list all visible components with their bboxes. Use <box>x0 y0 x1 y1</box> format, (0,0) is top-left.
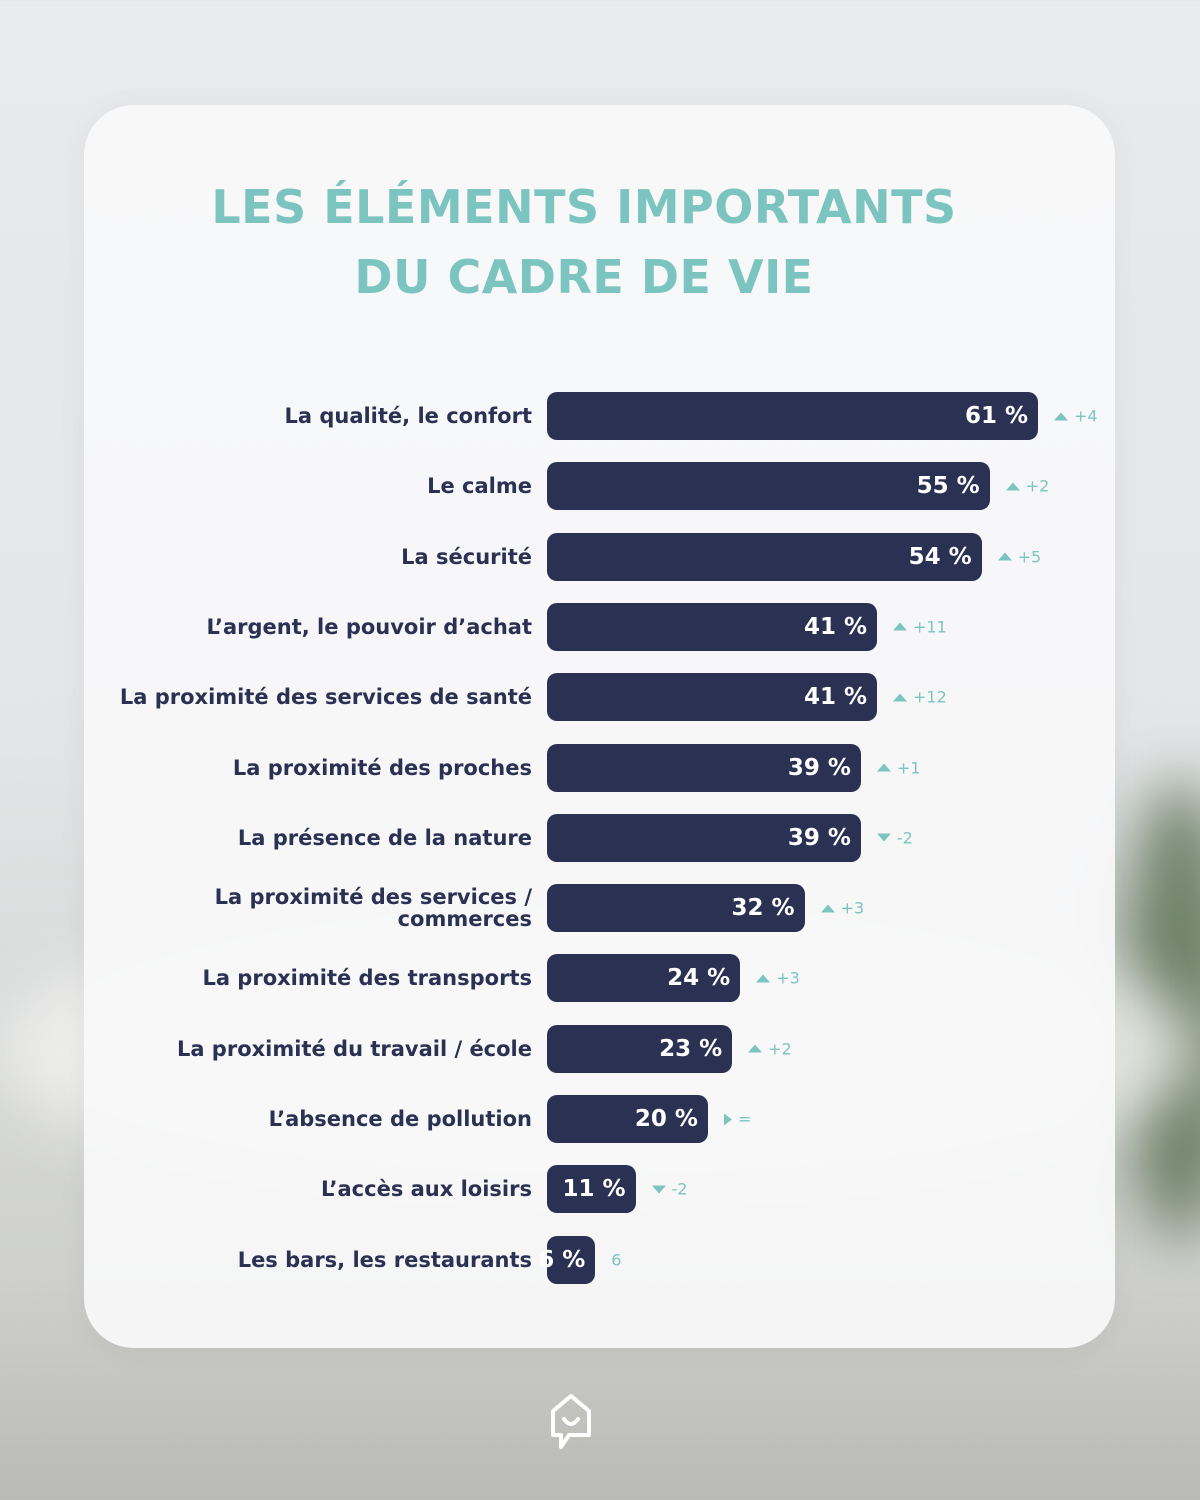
change-text: -2 <box>896 828 913 848</box>
bar <box>547 1095 708 1143</box>
change-label: -2 <box>876 828 913 848</box>
bar <box>547 673 878 722</box>
change-label: +4 <box>1054 407 1098 426</box>
category-label: La proximité des services / commerces <box>214 885 532 932</box>
value-label: 54 % <box>908 543 972 570</box>
change-text: +3 <box>840 898 865 918</box>
change-label: +2 <box>748 1039 792 1058</box>
change-label: +5 <box>997 547 1042 567</box>
change-label: +3 <box>756 969 800 988</box>
change-text: +2 <box>1025 476 1050 496</box>
category-label: La proximité du travail / école <box>176 1036 532 1061</box>
bar <box>547 532 982 581</box>
change-arrow <box>893 693 908 702</box>
category-label: Le calme <box>427 474 532 499</box>
change-arrow <box>997 552 1012 561</box>
bar <box>547 884 805 933</box>
change-arrow <box>820 904 835 913</box>
value-label: 41 % <box>803 613 868 640</box>
change-text: -2 <box>671 1179 688 1199</box>
bar <box>547 602 878 651</box>
change-text: +4 <box>1074 406 1098 426</box>
change-text: = <box>737 1109 752 1129</box>
category-label: La qualité, le confort <box>284 404 532 428</box>
value-label: 39 % <box>787 754 851 781</box>
change-label: -2 <box>651 1179 688 1199</box>
change-text: 6 <box>611 1250 622 1270</box>
change-text: +3 <box>776 968 800 988</box>
bar <box>547 1165 636 1214</box>
change-text: +12 <box>913 687 947 707</box>
change-arrow <box>893 622 908 631</box>
value-label: 55 % <box>916 473 980 500</box>
bar <box>547 462 990 511</box>
change-arrow <box>723 1113 732 1125</box>
value-label: 6 % <box>538 1246 586 1273</box>
change-text: +2 <box>768 1039 792 1059</box>
change-label: +11 <box>893 617 947 636</box>
value-label: 24 % <box>667 965 731 992</box>
value-label: 61 % <box>964 403 1028 429</box>
change-text: +5 <box>1017 547 1042 567</box>
logo <box>551 1394 591 1449</box>
bar <box>547 813 861 862</box>
category-label: La proximité des proches <box>232 755 532 780</box>
change-arrow <box>876 833 891 842</box>
change-arrow <box>756 974 771 983</box>
change-label: +12 <box>893 688 947 707</box>
category-label: L’argent, le pouvoir d’achat <box>206 614 532 639</box>
change-text: +11 <box>913 617 947 637</box>
bar <box>547 743 861 792</box>
change-label: +3 <box>820 898 865 918</box>
category-label: L’absence de pollution <box>268 1107 532 1131</box>
value-label: 32 % <box>731 895 795 922</box>
value-label: 11 % <box>562 1176 626 1203</box>
category-label: La proximité des transports <box>202 966 532 991</box>
change-label: 6 <box>611 1250 621 1269</box>
change-text: +1 <box>896 758 921 777</box>
value-label: 39 % <box>787 824 851 851</box>
change-arrow <box>748 1044 763 1053</box>
value-label: 41 % <box>803 684 868 711</box>
value-label: 20 % <box>634 1106 698 1132</box>
bar <box>547 954 741 1003</box>
change-arrow <box>876 763 891 772</box>
change-arrow <box>651 1185 666 1194</box>
value-label: 23 % <box>659 1035 723 1062</box>
category-label: L’accès aux loisirs <box>320 1177 532 1202</box>
change-arrow <box>1054 412 1068 420</box>
category-label: Les bars, les restaurants <box>237 1247 532 1272</box>
change-label: = <box>723 1109 752 1129</box>
change-label: +2 <box>1005 476 1050 496</box>
bar <box>547 1235 596 1284</box>
bar <box>547 392 1038 440</box>
change-arrow <box>1005 482 1020 491</box>
category-label: La sécurité <box>401 544 532 569</box>
category-label: La proximité des services de santé <box>119 685 532 710</box>
chart-title: LES ÉLÉMENTS IMPORTANTS DU CADRE DE VIE <box>211 180 957 304</box>
bar <box>547 1024 733 1073</box>
change-label: +1 <box>876 758 921 777</box>
category-label: La présence de la nature <box>237 825 532 850</box>
